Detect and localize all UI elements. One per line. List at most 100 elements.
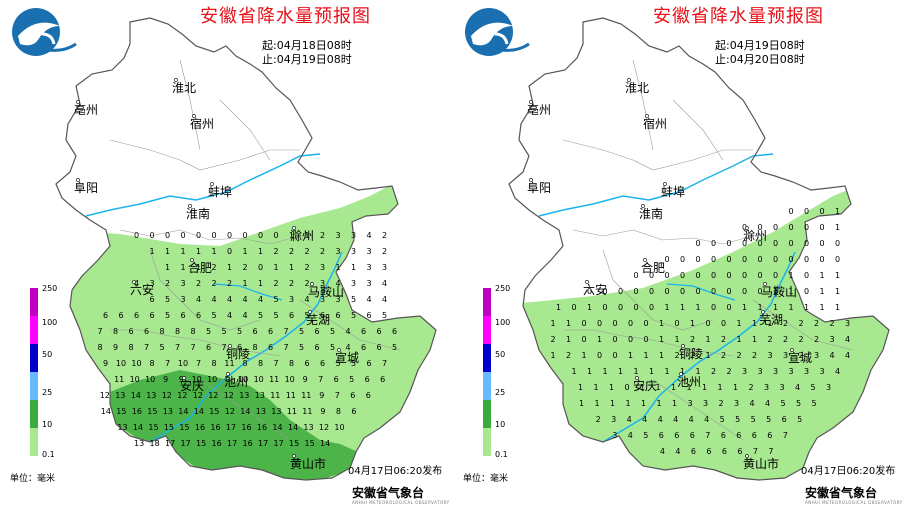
precip-value: 5 (237, 327, 242, 336)
precip-value: 7 (283, 327, 288, 336)
precip-value: 5 (751, 415, 756, 424)
precip-value: 0 (680, 255, 685, 264)
precip-value: 5 (735, 415, 740, 424)
precip-value: 10 (178, 359, 188, 368)
precip-value: 4 (795, 383, 800, 392)
precip-value: 5 (351, 359, 356, 368)
precip-value: 6 (314, 343, 319, 352)
precip-value: 5 (810, 383, 815, 392)
precip-value: 0 (597, 351, 602, 360)
precip-value: 10 (130, 375, 140, 384)
province-outline (508, 17, 890, 481)
legend-swatch-0-1 (30, 428, 38, 456)
precip-value: 13 (134, 439, 144, 448)
period-start: 起:04月19日08时 (715, 39, 805, 52)
precip-value: 1 (819, 271, 824, 280)
precip-value: 0 (273, 231, 278, 240)
city-marker (174, 78, 178, 82)
precip-value: 9 (225, 375, 230, 384)
precip-value: 0 (835, 255, 840, 264)
precip-value: 3 (149, 279, 154, 288)
precip-value: 0 (695, 271, 700, 280)
precip-value: 1 (717, 383, 722, 392)
precip-value: 5 (165, 311, 170, 320)
city-label: 马鞍山 (761, 284, 797, 299)
precip-value: 1 (641, 399, 646, 408)
precip-value: 4 (366, 295, 371, 304)
precip-value: 0 (819, 239, 824, 248)
precip-value: 2 (289, 247, 294, 256)
precip-value: 1 (227, 263, 232, 272)
precip-value: 1 (742, 303, 747, 312)
city-marker (745, 454, 749, 458)
precip-value: 1 (165, 263, 170, 272)
city-label: 安庆 (633, 378, 657, 393)
precip-value: 5 (299, 327, 304, 336)
precip-value: 3 (351, 279, 356, 288)
district-borders (109, 59, 401, 441)
precip-value: 13 (303, 423, 313, 432)
organization-subtitle: ANHUI METEOROLOGICAL OBSERVATORY (352, 500, 450, 505)
precip-value: 1 (610, 399, 615, 408)
precip-value: 3 (703, 399, 708, 408)
anhui-map: 0 0 0 10 0 0 0 0 0 10 0 0 0 0 0 0 0 0 00 0 0 0 0 0 0 0 0 0 0 00 0 0 0 0 0 0… (508, 17, 890, 481)
precip-value: 10 (285, 375, 295, 384)
precip-value: 4 (658, 415, 663, 424)
city-label: 安庆 (180, 378, 204, 393)
precip-value: 4 (627, 415, 632, 424)
precip-value: 17 (227, 439, 237, 448)
province-outline (55, 17, 437, 481)
chaohu-lake (213, 283, 283, 301)
precip-value: 2 (289, 279, 294, 288)
precip-value: 0 (649, 271, 654, 280)
legend-swatch-100 (483, 316, 491, 344)
precip-value: 7 (382, 359, 387, 368)
precip-value: 4 (304, 295, 309, 304)
precip-value: 14 (131, 391, 141, 400)
precip-value: 13 (146, 391, 156, 400)
precip-value: 6 (376, 343, 381, 352)
precip-value: 13 (115, 391, 125, 400)
precip-value: 1 (804, 303, 809, 312)
precip-value: 13 (117, 423, 127, 432)
precip-value: 0 (695, 287, 700, 296)
precip-value: 15 (164, 423, 174, 432)
precip-value: 10 (145, 375, 155, 384)
precip-value: 0 (804, 207, 809, 216)
precip-value: 2 (690, 335, 695, 344)
precip-value: 6 (334, 375, 339, 384)
precip-value: 1 (335, 263, 340, 272)
precip-value: 1 (835, 207, 840, 216)
precip-value: 3 (320, 279, 325, 288)
precip-value: 12 (193, 391, 203, 400)
city-marker (210, 182, 214, 186)
precip-value: 0 (757, 223, 762, 232)
city-label: 铜陵 (679, 346, 703, 361)
city-marker (681, 344, 685, 348)
precip-value: 5 (812, 399, 817, 408)
precip-value: 2 (721, 351, 726, 360)
precip-value: 2 (211, 279, 216, 288)
precip-value: 6 (392, 327, 397, 336)
precip-value: 5 (335, 359, 340, 368)
precip-value: 9 (320, 407, 325, 416)
precip-value: 0 (618, 303, 623, 312)
precip-value: 3 (845, 319, 850, 328)
legend-swatch-25 (483, 372, 491, 400)
precip-value: 0 (612, 335, 617, 344)
precip-value: 9 (163, 375, 168, 384)
precip-value: 15 (289, 439, 299, 448)
precip-value: 1 (196, 263, 201, 272)
precip-value: 1 (733, 383, 738, 392)
precip-value: 10 (254, 375, 264, 384)
city-marker (643, 258, 647, 262)
precip-value: 3 (335, 231, 340, 240)
precip-value: 14 (240, 407, 250, 416)
precip-value: 4 (335, 279, 340, 288)
precip-value: 12 (162, 391, 172, 400)
precip-value: 0 (726, 255, 731, 264)
precip-value: 0 (804, 271, 809, 280)
precip-value: 0 (597, 319, 602, 328)
precip-value: 0 (649, 287, 654, 296)
precip-value: 6 (149, 295, 154, 304)
